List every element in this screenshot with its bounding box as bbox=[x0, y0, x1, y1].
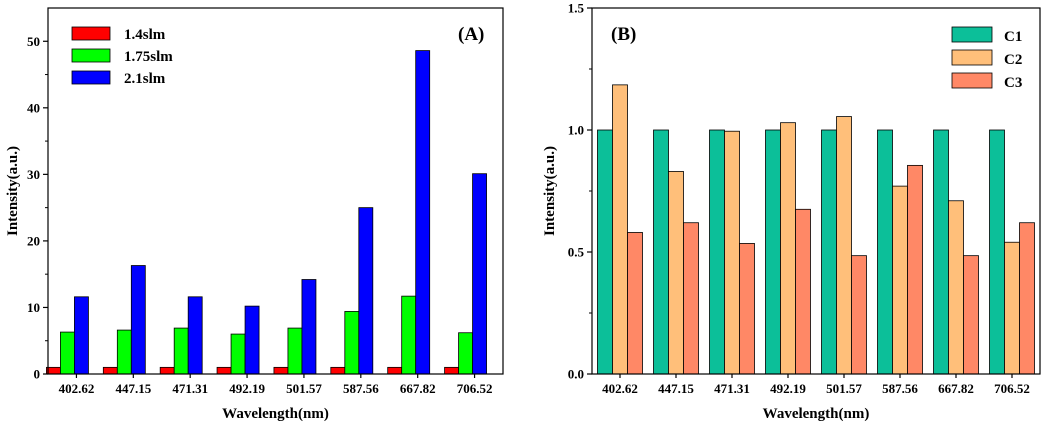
x-tick-label: 471.31 bbox=[172, 381, 208, 396]
y-axis-label: Intensity(a.u.) bbox=[5, 146, 21, 236]
legend-swatch-1-4slm bbox=[71, 26, 111, 41]
bar-c2-706-52 bbox=[1004, 241, 1020, 375]
bar-1-4slm-587-56 bbox=[330, 366, 346, 375]
x-tick-label: 587.56 bbox=[882, 381, 918, 396]
bar-2-1slm-492-19 bbox=[244, 305, 260, 375]
bar-c3-706-52 bbox=[1019, 222, 1035, 375]
bar-c3-402-62 bbox=[627, 232, 643, 375]
y-tick-label: 30 bbox=[27, 167, 40, 182]
x-tick-label: 447.15 bbox=[658, 381, 694, 396]
bar-c2-667-82 bbox=[948, 200, 964, 375]
bar-c1-667-82 bbox=[933, 129, 949, 375]
y-tick-label: 50 bbox=[27, 34, 40, 49]
bar-2-1slm-501-57 bbox=[301, 279, 317, 375]
panel-b: 0.0 0.5 1.0 1.5 402.62 447.15 471.31 492.19 501.… bbox=[542, 1, 1041, 422]
x-tick-label: 492.19 bbox=[229, 381, 265, 396]
legend-label-c1: C1 bbox=[1004, 29, 1022, 45]
x-axis-label: Wavelength(nm) bbox=[222, 406, 329, 422]
bar-2-1slm-706-52 bbox=[472, 173, 487, 375]
x-axis-label: Wavelength(nm) bbox=[763, 406, 870, 422]
bar-c2-447-15 bbox=[668, 171, 684, 375]
legend-label-1-4slm: 1.4slm bbox=[124, 27, 166, 43]
bar-1-75slm-501-57 bbox=[287, 327, 303, 375]
bar-c1-492-19 bbox=[765, 129, 781, 375]
y-tick-label: 0.0 bbox=[568, 367, 584, 382]
y-tick-label: 1.5 bbox=[568, 1, 585, 16]
y-tick-label: 20 bbox=[27, 233, 40, 248]
bar-c3-447-15 bbox=[683, 222, 699, 375]
legend-label-1-75slm: 1.75slm bbox=[124, 49, 173, 65]
legend-label-c3: C3 bbox=[1004, 75, 1022, 91]
bar-c1-402-62 bbox=[597, 129, 613, 375]
bar-c3-501-57 bbox=[851, 255, 867, 375]
bar-c2-501-57 bbox=[836, 116, 852, 375]
legend-swatch-c2 bbox=[951, 49, 993, 66]
bar-1-4slm-667-82 bbox=[387, 366, 403, 375]
bar-2-1slm-471-31 bbox=[187, 296, 203, 375]
bar-c1-471-31 bbox=[709, 129, 725, 375]
x-tick-label: 501.57 bbox=[826, 381, 862, 396]
bar-1-75slm-587-56 bbox=[344, 311, 360, 375]
legend-label-2-1slm: 2.1slm bbox=[124, 71, 166, 87]
bar-c2-402-62 bbox=[612, 84, 628, 375]
y-tick-label: 0 bbox=[34, 367, 41, 382]
bar-1-75slm-706-52 bbox=[458, 332, 473, 375]
legend-label-c2: C2 bbox=[1004, 52, 1022, 68]
x-tick-label: 501.57 bbox=[286, 381, 322, 396]
y-axis-label: Intensity(a.u.) bbox=[542, 146, 558, 236]
bar-1-4slm-706-52 bbox=[444, 366, 459, 375]
bar-2-1slm-587-56 bbox=[358, 207, 374, 375]
plot-frame bbox=[47, 7, 504, 375]
x-tick-label: 706.52 bbox=[457, 381, 493, 396]
bar-c1-587-56 bbox=[877, 129, 893, 375]
bar-c2-492-19 bbox=[780, 122, 796, 375]
y-tick-label: 0.5 bbox=[568, 245, 585, 260]
panel-label: (B) bbox=[611, 24, 636, 45]
bar-1-75slm-667-82 bbox=[401, 295, 417, 375]
bar-1-4slm-471-31 bbox=[159, 366, 175, 375]
x-tick-label: 402.62 bbox=[59, 381, 95, 396]
bar-2-1slm-667-82 bbox=[415, 50, 431, 375]
x-tick-label: 492.19 bbox=[770, 381, 806, 396]
x-tick-label: 667.82 bbox=[400, 381, 436, 396]
bar-c1-501-57 bbox=[821, 129, 837, 375]
x-tick-label: 587.56 bbox=[343, 381, 379, 396]
bar-c2-471-31 bbox=[724, 130, 740, 375]
bar-1-4slm-492-19 bbox=[216, 366, 232, 375]
legend-swatch-c1 bbox=[951, 26, 993, 43]
x-tick-label: 667.82 bbox=[938, 381, 974, 396]
bar-1-4slm-447-15 bbox=[102, 366, 118, 375]
legend-swatch-c3 bbox=[951, 72, 993, 89]
bar-c1-447-15 bbox=[653, 129, 669, 375]
bar-1-75slm-402-62 bbox=[60, 331, 75, 375]
legend-swatch-2-1slm bbox=[71, 70, 111, 85]
bar-1-75slm-471-31 bbox=[173, 327, 189, 375]
bar-c3-492-19 bbox=[795, 208, 811, 375]
y-tick-label: 10 bbox=[27, 300, 40, 315]
bar-c3-667-82 bbox=[963, 255, 979, 375]
x-tick-label: 402.62 bbox=[602, 381, 638, 396]
bar-1-75slm-447-15 bbox=[116, 329, 132, 375]
y-tick-label: 1.0 bbox=[568, 123, 584, 138]
bar-2-1slm-402-62 bbox=[74, 296, 89, 375]
bar-c3-587-56 bbox=[907, 164, 923, 375]
bar-c2-587-56 bbox=[892, 185, 908, 375]
bar-c1-706-52 bbox=[989, 129, 1005, 375]
x-tick-label: 447.15 bbox=[115, 381, 151, 396]
legend-swatch-1-75slm bbox=[71, 48, 111, 63]
bar-1-4slm-501-57 bbox=[273, 366, 289, 375]
panel-a: 0 10 20 30 40 50 402.62 447.15 471.31 492.19 501.5… bbox=[5, 7, 504, 422]
panel-label: (A) bbox=[458, 24, 484, 45]
x-tick-label: 471.31 bbox=[714, 381, 750, 396]
legend: 1.4slm 1.75slm 2.1slm bbox=[71, 26, 173, 87]
y-tick-label: 40 bbox=[27, 100, 40, 115]
x-tick-label: 706.52 bbox=[994, 381, 1030, 396]
bar-2-1slm-447-15 bbox=[130, 265, 146, 375]
bar-1-75slm-492-19 bbox=[230, 333, 246, 375]
bar-c3-471-31 bbox=[739, 243, 755, 375]
legend: C1 C2 C3 bbox=[951, 26, 1022, 91]
